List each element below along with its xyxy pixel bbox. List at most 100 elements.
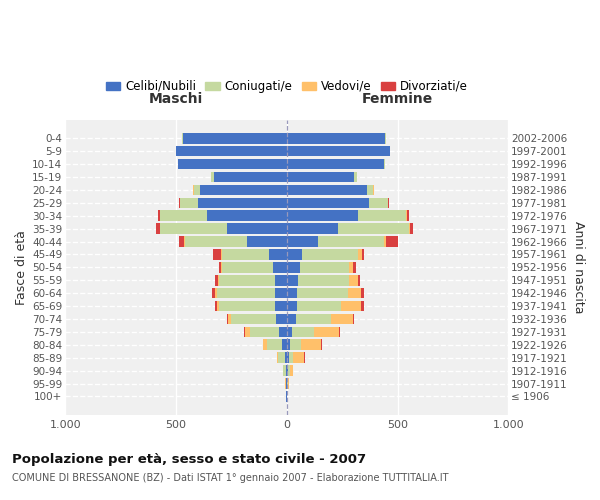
Bar xyxy=(211,172,214,182)
Bar xyxy=(180,198,181,208)
Bar xyxy=(221,262,223,272)
Bar xyxy=(361,301,364,312)
Bar xyxy=(287,366,288,376)
Bar xyxy=(160,224,227,234)
Bar xyxy=(314,326,339,337)
Bar xyxy=(338,224,409,234)
Bar xyxy=(349,262,353,272)
Bar xyxy=(318,236,384,247)
Bar xyxy=(367,184,373,195)
Bar xyxy=(287,288,297,298)
Bar xyxy=(284,352,287,363)
Bar xyxy=(217,301,219,312)
Bar xyxy=(176,146,287,156)
Bar xyxy=(297,301,341,312)
Bar xyxy=(263,340,267,350)
Bar xyxy=(182,133,287,143)
Bar xyxy=(288,366,290,376)
Bar xyxy=(300,262,349,272)
Bar xyxy=(362,249,364,260)
Bar xyxy=(302,249,358,260)
Bar xyxy=(287,352,289,363)
Bar xyxy=(275,314,287,324)
Bar xyxy=(321,340,322,350)
Bar xyxy=(288,378,289,389)
Bar xyxy=(287,340,290,350)
Bar xyxy=(287,224,338,234)
Bar xyxy=(353,262,356,272)
Bar xyxy=(339,326,340,337)
Bar xyxy=(388,198,389,208)
Bar xyxy=(292,326,314,337)
Bar xyxy=(287,236,318,247)
Bar xyxy=(228,314,232,324)
Bar xyxy=(223,262,274,272)
Bar xyxy=(279,326,287,337)
Bar xyxy=(219,262,221,272)
Bar xyxy=(215,288,217,298)
Bar xyxy=(287,198,369,208)
Bar xyxy=(298,275,349,285)
Bar xyxy=(194,184,200,195)
Bar xyxy=(331,314,353,324)
Bar xyxy=(287,262,300,272)
Bar xyxy=(232,314,275,324)
Bar xyxy=(289,352,293,363)
Bar xyxy=(286,366,287,376)
Bar xyxy=(184,236,185,247)
Legend: Celibi/Nubili, Coniugati/e, Vedovi/e, Divorziati/e: Celibi/Nubili, Coniugati/e, Vedovi/e, Di… xyxy=(101,75,472,98)
Bar xyxy=(227,224,287,234)
Bar xyxy=(283,340,287,350)
Bar xyxy=(287,301,297,312)
Bar xyxy=(219,301,275,312)
Bar xyxy=(245,326,250,337)
Text: COMUNE DI BRESSANONE (BZ) - Dati ISTAT 1° gennaio 2007 - Elaborazione TUTTITALIA: COMUNE DI BRESSANONE (BZ) - Dati ISTAT 1… xyxy=(12,473,449,483)
Bar xyxy=(297,288,347,298)
Bar xyxy=(160,210,207,221)
Y-axis label: Fasce di età: Fasce di età xyxy=(15,230,28,305)
Bar xyxy=(274,262,287,272)
Bar xyxy=(410,224,413,234)
Bar xyxy=(269,249,287,260)
Bar xyxy=(267,340,283,350)
Bar xyxy=(358,210,406,221)
Text: Femmine: Femmine xyxy=(362,92,433,106)
Bar xyxy=(250,326,279,337)
Bar xyxy=(275,288,287,298)
Bar xyxy=(290,340,301,350)
Bar xyxy=(200,184,287,195)
Bar xyxy=(358,249,362,260)
Bar xyxy=(406,210,407,221)
Bar xyxy=(287,146,390,156)
Bar xyxy=(353,314,355,324)
Bar xyxy=(287,210,358,221)
Bar xyxy=(275,301,287,312)
Bar xyxy=(215,275,218,285)
Bar xyxy=(287,249,302,260)
Bar xyxy=(287,275,298,285)
Bar xyxy=(409,224,410,234)
Bar xyxy=(158,210,160,221)
Bar xyxy=(287,314,296,324)
Bar xyxy=(212,249,221,260)
Bar xyxy=(217,288,275,298)
Bar xyxy=(179,198,180,208)
Bar xyxy=(386,236,398,247)
Bar xyxy=(287,172,355,182)
Bar xyxy=(207,210,287,221)
Text: Maschi: Maschi xyxy=(149,92,203,106)
Bar xyxy=(157,224,160,234)
Bar xyxy=(283,366,286,376)
Bar xyxy=(358,275,361,285)
Bar xyxy=(212,288,215,298)
Bar xyxy=(293,352,304,363)
Bar xyxy=(278,352,284,363)
Bar xyxy=(277,352,278,363)
Bar xyxy=(215,301,217,312)
Bar xyxy=(244,326,245,337)
Bar xyxy=(219,275,275,285)
Bar xyxy=(287,159,384,170)
Bar xyxy=(218,275,219,285)
Bar xyxy=(287,184,367,195)
Bar xyxy=(384,159,385,170)
